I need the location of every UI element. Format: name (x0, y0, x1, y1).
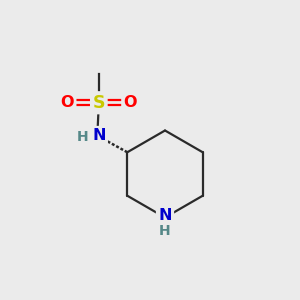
Text: N: N (158, 208, 172, 224)
Text: O: O (61, 95, 74, 110)
Text: S: S (93, 94, 105, 112)
Text: O: O (124, 95, 137, 110)
Text: N: N (92, 128, 106, 143)
Text: H: H (159, 224, 171, 238)
Text: H: H (76, 130, 88, 144)
